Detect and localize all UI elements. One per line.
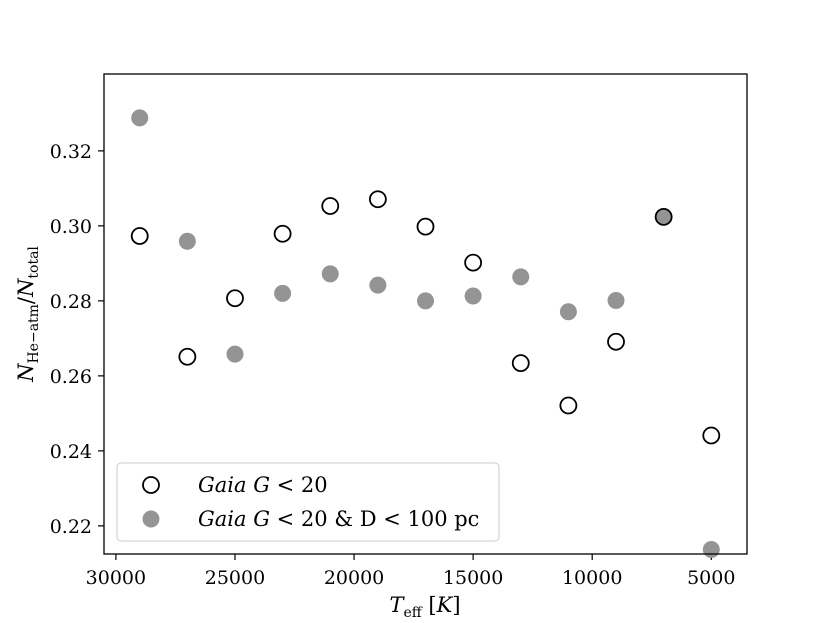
data-point-open xyxy=(464,253,483,272)
data-point-filled xyxy=(559,303,577,321)
y-tick-label: 0.30 xyxy=(50,216,92,238)
data-point-open xyxy=(368,190,387,209)
legend-label-0-italic: Gaia G xyxy=(198,473,270,497)
data-point-filled xyxy=(512,268,530,286)
data-point-filled xyxy=(417,292,434,310)
legend-marker-open xyxy=(142,476,160,494)
legend-label-0: Gaia G < 20 xyxy=(198,473,328,497)
x-tick-label: 25000 xyxy=(205,567,265,589)
data-point-open xyxy=(702,426,721,445)
y-tick-label: 0.28 xyxy=(50,291,92,313)
data-point-open xyxy=(178,347,197,366)
plot-frame xyxy=(103,73,748,555)
ticks-group: 30000 25000 20000 15000 10000 5000 0.22 0.24 0.2… xyxy=(50,141,736,589)
x-axis-label: Teff [K] xyxy=(389,593,460,621)
data-point-open xyxy=(416,217,435,236)
legend-marker-filled xyxy=(142,510,160,528)
x-tick-label: 20000 xyxy=(324,567,384,589)
x-tick-label: 5000 xyxy=(687,567,735,589)
legend-box xyxy=(116,462,500,542)
data-point-open xyxy=(511,354,530,373)
data-point-open xyxy=(130,227,149,245)
legend-label-1-italic: Gaia G xyxy=(198,507,270,531)
points-group xyxy=(130,109,721,558)
legend: Gaia G < 20 Gaia G < 20 & D < 100 pc xyxy=(116,462,500,542)
x-tick-label: 30000 xyxy=(86,567,146,589)
data-point-filled xyxy=(655,208,673,226)
x-tick-label: 10000 xyxy=(562,567,622,589)
data-point-filled xyxy=(131,109,149,127)
y-tick-label: 0.32 xyxy=(50,141,92,163)
data-point-filled xyxy=(226,345,244,363)
data-point-filled xyxy=(369,276,387,294)
data-point-filled xyxy=(607,292,625,309)
x-tick-label: 15000 xyxy=(443,567,503,589)
data-point-open xyxy=(226,289,244,308)
data-point-open xyxy=(654,207,673,226)
legend-label-1: Gaia G < 20 & D < 100 pc xyxy=(198,507,479,531)
y-tick-label: 0.22 xyxy=(50,516,92,538)
y-axis-label: NHe−atm/Ntotal xyxy=(14,246,42,383)
legend-label-0-rest: < 20 xyxy=(270,473,328,497)
data-point-filled xyxy=(178,232,196,250)
y-tick-label: 0.24 xyxy=(50,441,92,463)
data-point-filled xyxy=(464,287,482,305)
legend-label-1-rest: < 20 & D < 100 pc xyxy=(270,507,479,531)
data-point-open xyxy=(559,396,578,415)
data-point-open xyxy=(273,224,292,243)
y-tick-label: 0.26 xyxy=(50,366,92,388)
data-point-open xyxy=(321,197,340,215)
data-point-filled xyxy=(274,284,292,302)
data-point-filled xyxy=(702,541,720,558)
data-point-filled xyxy=(321,265,339,283)
data-point-open xyxy=(607,332,625,351)
